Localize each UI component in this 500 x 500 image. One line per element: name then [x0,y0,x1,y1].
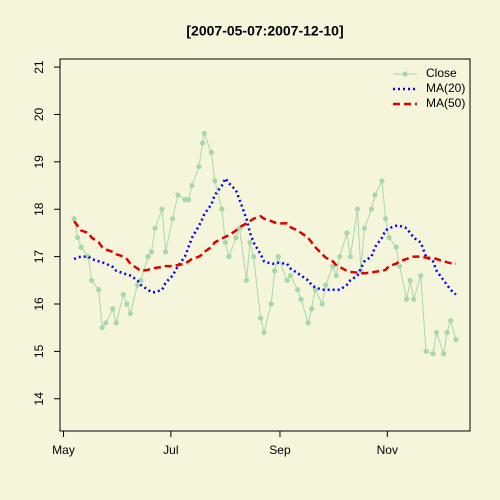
y-tick-label: 21 [32,60,46,74]
point [333,272,339,279]
point [103,320,109,326]
point [201,130,207,136]
point [113,320,119,326]
point [152,225,158,231]
point [368,206,375,212]
point [261,329,267,336]
chart-title: [2007-05-07:2007-12-10] [186,23,343,39]
point [305,320,311,326]
point [418,272,424,279]
point [354,206,360,212]
point [404,296,410,302]
point [196,163,202,170]
x-tick-label: Jul [163,443,178,457]
y-tick-label: 14 [32,392,46,406]
point [287,272,294,279]
y-tick-label: 15 [32,344,46,358]
point [323,282,329,288]
point [199,140,206,146]
point [453,336,459,343]
point [411,296,417,302]
point [162,249,169,255]
y-tick-label: 16 [32,297,46,311]
point [71,216,77,222]
x-tick-label: Sep [269,443,291,457]
point [347,254,353,260]
point [145,254,151,260]
point [127,310,133,317]
point [393,244,399,250]
point [330,263,336,269]
point [344,230,350,236]
point [138,277,144,283]
point [433,329,440,336]
point [444,329,450,336]
point [268,301,274,307]
point [96,287,102,293]
point [99,325,105,331]
point [294,287,301,293]
point [284,277,290,283]
point [423,348,429,354]
point [441,351,447,357]
point [226,254,232,260]
y-tick-label: 17 [32,250,46,264]
plot-frame [59,58,471,432]
point [361,225,368,231]
point [275,254,281,260]
point [448,317,454,324]
y-tick-label: 18 [32,202,46,216]
point [89,277,95,283]
y-tick-label: 19 [32,155,46,169]
point [430,351,436,357]
point [120,291,126,298]
point [379,178,385,184]
point [134,282,141,288]
point [337,254,343,260]
point [78,244,84,250]
point [74,235,81,241]
point [170,216,176,222]
series-line [73,214,457,275]
point [258,315,264,321]
point [222,239,229,245]
point [185,197,192,203]
legend-label: Close [426,66,457,80]
point [250,254,257,260]
point [386,235,392,241]
point [148,249,155,255]
point [309,306,315,312]
point [159,206,165,212]
x-tick-label: May [52,443,75,457]
point [189,182,195,189]
point [175,192,181,198]
point [312,287,318,293]
legend-label: MA(50) [426,96,465,110]
point [382,216,389,222]
point [124,301,130,307]
point [233,235,239,241]
point [219,206,225,212]
point [298,296,304,302]
point [110,306,116,312]
y-tick-label: 20 [32,107,46,121]
legend-label: MA(20) [426,81,465,95]
point [243,277,250,283]
legend-marker [402,71,408,77]
point [319,301,325,307]
point [208,149,214,155]
x-tick-label: Nov [377,443,398,457]
point [397,263,403,269]
point [247,239,253,245]
point [272,268,278,274]
point [372,192,378,198]
point [407,277,413,283]
point [212,178,218,184]
